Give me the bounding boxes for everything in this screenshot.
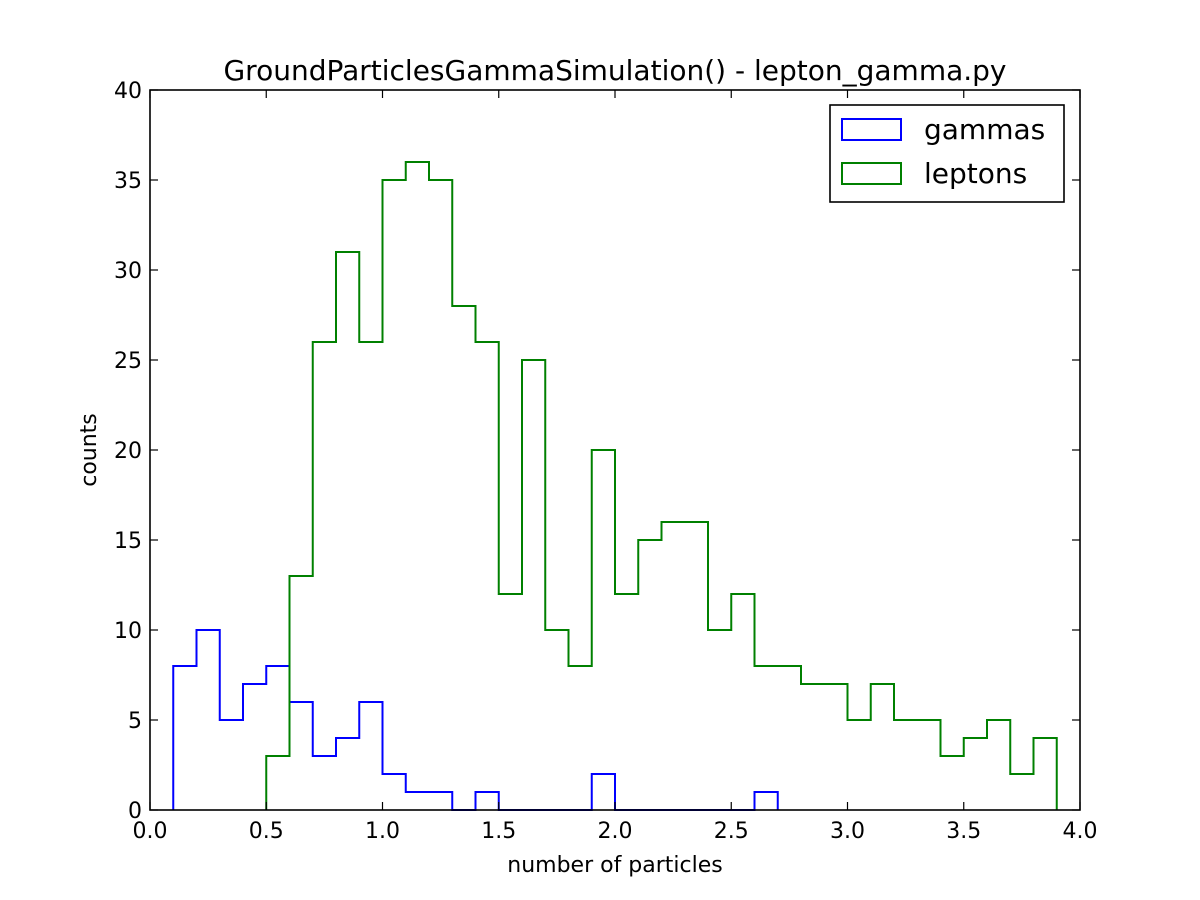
y-tick-label: 0 [128,799,142,824]
legend: gammas leptons [829,104,1065,203]
y-tick-label: 25 [114,349,142,374]
chart-title: GroundParticlesGammaSimulation() - lepto… [223,54,1006,87]
legend-box [829,104,1065,203]
legend-label-leptons: leptons [924,157,1027,190]
y-tick-label: 15 [114,529,142,554]
x-tick-label: 3.5 [946,819,981,844]
x-tick-label: 0.5 [249,819,284,844]
y-tick-label: 40 [114,79,142,104]
y-tick-label: 10 [114,619,142,644]
series-line-leptons [265,161,1058,810]
plot-frame [149,89,1081,811]
legend-swatch-leptons [841,162,902,185]
x-tick-label: 2.5 [714,819,749,844]
legend-label-gammas: gammas [924,113,1045,146]
y-tick-label: 30 [114,259,142,284]
ticks-layer: 0.0 0.5 1.0 1.5 2.0 2.5 3.0 3.5 4.0 0 5 10 15 20 25 30 3… [114,79,1098,844]
x-axis-label: number of particles [507,853,723,878]
x-tick-label: 2.0 [598,819,633,844]
x-tick-label: 0.0 [133,819,168,844]
x-tick-label: 3.0 [830,819,865,844]
y-axis-label: counts [77,413,102,487]
x-tick-label: 1.5 [481,819,516,844]
y-tick-label: 5 [128,709,142,734]
legend-swatch-gammas [841,118,902,141]
x-tick-label: 1.0 [365,819,400,844]
y-tick-label: 20 [114,439,142,464]
x-tick-label: 4.0 [1063,819,1098,844]
y-tick-label: 35 [114,169,142,194]
